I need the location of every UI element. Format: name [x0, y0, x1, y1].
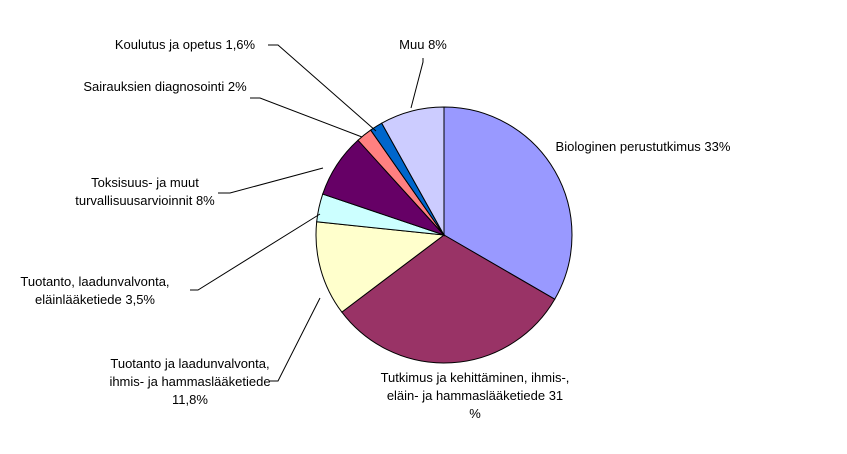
- value-label: 31 %: [469, 388, 564, 421]
- pie-slice: [341, 234, 556, 364]
- slice-label: Toksisuus- ja muut turvallisuusarvioinni…: [55, 174, 235, 210]
- leader-line: [268, 44, 377, 132]
- slice-label: Koulutus ja opetus 1,6%: [95, 36, 275, 54]
- slice-label: Muu 8%: [373, 36, 473, 54]
- slice-label: Tuotanto, laadunvalvonta, eläinlääketied…: [5, 273, 185, 309]
- slice-label: Tutkimus ja kehittäminen, ihmis-, eläin-…: [380, 369, 570, 423]
- value-label: 33%: [704, 139, 731, 154]
- category-label: Tuotanto, laadunvalvonta, eläinlääketied…: [20, 274, 170, 307]
- leader-line: [270, 297, 321, 382]
- slice-label: Sairauksien diagnosointi 2%: [75, 78, 255, 96]
- value-label: 3,5%: [125, 292, 155, 307]
- category-label: Koulutus ja opetus: [114, 37, 222, 52]
- value-label: 2%: [227, 79, 247, 94]
- category-label: Sairauksien diagnosointi: [83, 79, 225, 94]
- slice-label: Tuotanto ja laadunvalvonta, ihmis- ja ha…: [95, 355, 285, 409]
- leader-line: [250, 97, 363, 138]
- leader-line: [410, 58, 424, 109]
- slice-label: Biologinen perustutkimus 33%: [555, 138, 731, 156]
- value-label: 11,8%: [172, 392, 208, 407]
- leader-line: [218, 167, 324, 194]
- value-label: 8%: [195, 193, 215, 208]
- category-label: Tuotanto ja laadunvalvonta, ihmis- ja ha…: [109, 356, 271, 389]
- leader-line: [190, 213, 321, 291]
- pie-slice: [315, 221, 446, 313]
- pie-slice: [443, 106, 573, 300]
- pie-slice: [381, 106, 445, 237]
- category-label: Tutkimus ja kehittäminen, ihmis-, eläin-…: [380, 370, 570, 403]
- category-label: Biologinen perustutkimus: [555, 139, 701, 154]
- category-label: Muu: [399, 37, 425, 52]
- value-label: 8%: [428, 37, 447, 52]
- value-label: 1,6%: [225, 37, 256, 52]
- category-label: Toksisuus- ja muut turvallisuusarvioinni…: [75, 175, 199, 208]
